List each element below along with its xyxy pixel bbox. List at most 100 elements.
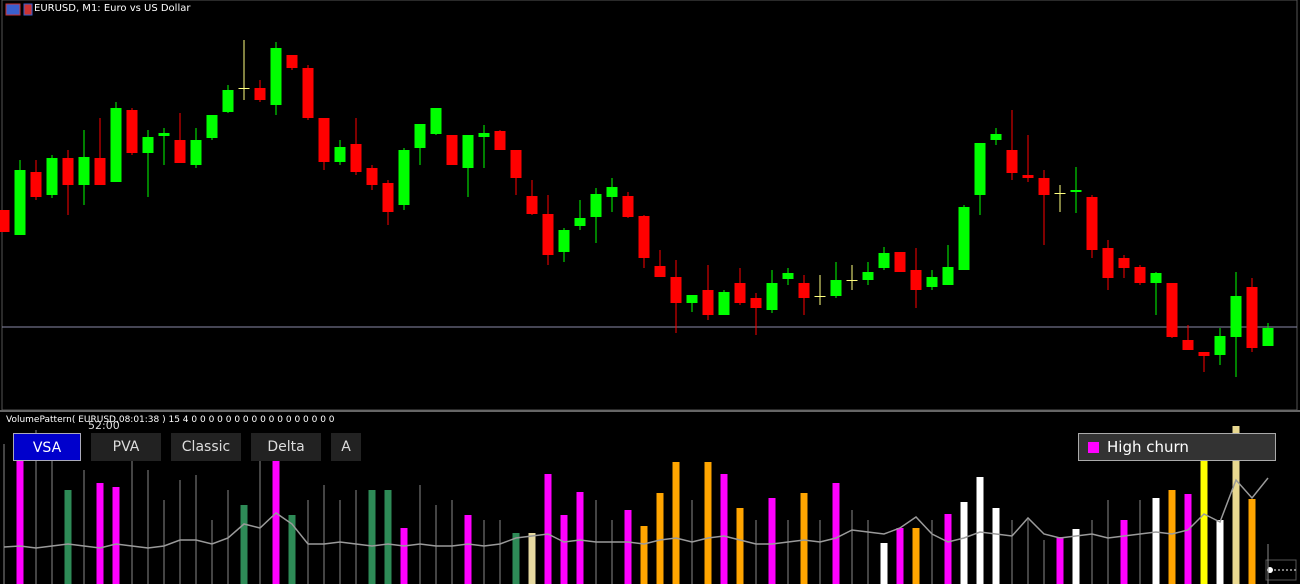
volume-bar [611,520,613,584]
volume-bar [240,505,248,584]
volume-bar [931,520,933,584]
candle-body [974,143,986,195]
candle-body [110,108,122,182]
volume-bar [368,490,376,584]
candle-body [382,183,394,212]
volume-bar [307,500,309,584]
candle-body [142,137,154,153]
volume-bar [1184,494,1192,584]
volume-bar [195,475,197,584]
volume-bar [96,483,104,584]
candle-body [766,283,778,310]
candle-body [1118,258,1130,268]
candle-body [126,110,138,153]
volume-bar [400,528,408,584]
mode-button[interactable]: Classic [171,433,241,461]
candle-body [510,150,522,178]
volume-bar [3,444,5,584]
volume-bar [768,498,776,584]
candle-body [734,283,746,303]
mode-button[interactable]: PVA [91,433,161,461]
volume-bar [1232,426,1240,584]
volume-bar [1139,500,1141,584]
volume-bar [896,528,904,584]
candle-body [1230,296,1242,337]
volume-bar [435,505,437,584]
legend-swatch [1088,442,1099,453]
volume-bar [560,515,568,584]
volume-bar [1091,520,1093,584]
volume-bar [1248,499,1256,584]
volume-bar [787,520,789,584]
mode-button[interactable]: VSA [13,433,81,461]
volume-bar [1152,498,1160,584]
volume-bar [1120,520,1128,584]
volume-bar [528,533,536,584]
mode-button[interactable]: Delta [251,433,321,461]
volume-bar [147,470,149,584]
candle-body [414,124,426,148]
candle-body [686,295,698,303]
volume-bar [544,474,552,584]
volume-bar [83,470,85,584]
indicator-label: VolumePattern( EURUSD,08:01:38 ) 15 4 0 … [6,415,335,425]
volume-bar [323,485,325,584]
button-bar: VSA PVA Classic Delta A [13,433,361,461]
candle-body [318,118,330,162]
candle-body [254,88,266,100]
volume-bar [51,450,53,584]
candle-body [1214,336,1226,355]
candle-body [638,216,650,258]
chart-title: EURUSD, M1: Euro vs US Dollar [34,3,191,14]
candle-body [1102,248,1114,278]
volume-bar [704,462,712,584]
volume-bar [499,520,501,584]
volume-bar [35,430,37,584]
volume-bar [1168,490,1176,584]
volume-bar [1011,520,1013,584]
menu-icon[interactable] [5,3,21,16]
candle-body [1246,287,1258,348]
volume-bar [992,508,1000,584]
candle-body [862,272,874,280]
candle-body [14,170,26,235]
volume-bar [720,474,728,584]
candle-body [926,277,938,287]
volume-bar [179,480,181,584]
volume-bar [384,490,392,584]
volume-bar [1056,537,1064,584]
volume-bar [1216,520,1224,584]
volume-bar [131,445,133,584]
mode-button[interactable]: A [331,433,361,461]
candle-body [62,158,74,185]
main-pane-frame [1,0,1298,411]
candle-body [782,273,794,279]
candle-body [814,296,826,297]
volume-bar [483,520,485,584]
candle-body [798,283,810,298]
volume-bar [1107,500,1109,584]
candle-body [1150,273,1162,283]
candle-body [958,207,970,270]
volume-bar [755,520,757,584]
volume-bar [832,483,840,584]
legend-label: High churn [1107,438,1189,456]
candle-body [526,196,538,214]
volume-bar [867,520,869,584]
candle-body [366,168,378,185]
volume-bar [419,485,421,584]
volume-bar [288,515,296,584]
candle-body [158,133,170,136]
volume-bar [211,520,213,584]
candle-body [1054,193,1066,194]
volume-bar [1043,540,1045,584]
legend: High churn [1078,433,1276,461]
chart-icon[interactable] [23,3,33,16]
volume-bar [451,500,453,584]
candle-body [1262,328,1274,346]
volume-bar [272,460,280,584]
volume-bar [656,493,664,584]
candle-body [558,230,570,252]
